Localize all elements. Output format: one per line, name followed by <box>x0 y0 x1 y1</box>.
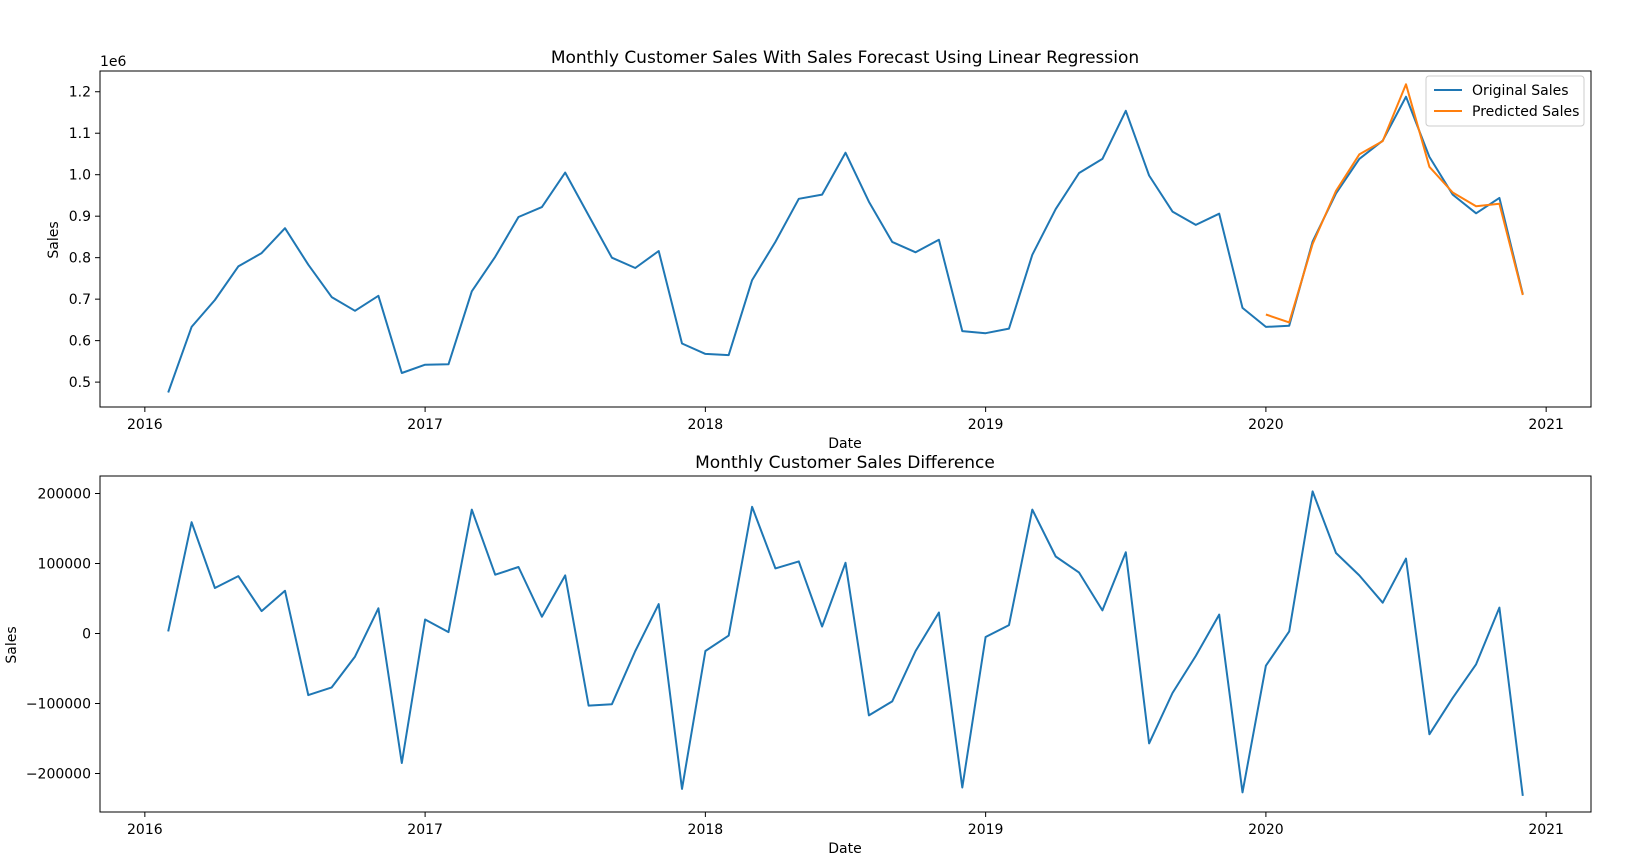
x-tick-label: 2018 <box>688 822 724 838</box>
x-tick-label: 2016 <box>127 822 163 838</box>
y-tick-label: 1.1 <box>69 126 91 142</box>
x-axis-label: Date <box>828 841 861 857</box>
x-tick-label: 2019 <box>968 822 1004 838</box>
legend-box <box>1425 75 1585 127</box>
y-tick-label: −200000 <box>26 767 91 783</box>
plot-frame <box>99 70 1592 408</box>
legend-entry-original: Original Sales <box>1472 83 1569 99</box>
x-tick-label: 2021 <box>1528 417 1564 433</box>
y-tick-label: 0.9 <box>69 209 91 225</box>
y-tick-label: 0.6 <box>69 334 91 350</box>
x-axis-label: Date <box>828 436 861 452</box>
y-offset-label: 1e6 <box>100 54 127 70</box>
y-tick-label: 0.5 <box>69 375 91 391</box>
y-axis-label: Sales <box>4 626 20 663</box>
legend: Original Sales Predicted Sales <box>1425 75 1585 127</box>
x-tick-label: 2017 <box>407 822 443 838</box>
y-tick-label: 1.2 <box>69 85 91 101</box>
chart-title: Monthly Customer Sales With Sales Foreca… <box>551 48 1139 68</box>
y-tick-label: 200000 <box>38 487 91 503</box>
x-tick-label: 2016 <box>127 417 163 433</box>
y-tick-label: 100000 <box>38 557 91 573</box>
x-tick-label: 2020 <box>1248 417 1284 433</box>
sales-difference-line <box>167 490 1524 797</box>
x-tick-label: 2017 <box>407 417 443 433</box>
axis-ticks: 2016 2017 2018 2019 2020 2021 0.5 0.6 0.7 0.8 0.9 1… <box>69 85 1564 433</box>
x-tick-label: 2018 <box>688 417 724 433</box>
y-tick-label: 0.7 <box>69 292 91 308</box>
x-tick-label: 2021 <box>1528 822 1564 838</box>
y-tick-label: −100000 <box>26 697 91 713</box>
chart-sales-forecast: Monthly Customer Sales With Sales Foreca… <box>46 48 1592 452</box>
legend-entry-predicted: Predicted Sales <box>1472 104 1579 120</box>
predicted-sales-line <box>1265 83 1524 324</box>
plot-lines <box>167 83 1524 393</box>
x-tick-label: 2020 <box>1248 822 1284 838</box>
chart-title: Monthly Customer Sales Difference <box>695 453 995 473</box>
chart-sales-difference: Monthly Customer Sales Difference Date S… <box>4 453 1592 857</box>
x-tick-label: 2019 <box>968 417 1004 433</box>
plot-frame <box>99 475 1592 813</box>
axis-ticks: 2016 2017 2018 2019 2020 2021 −200000 −100000 0 1… <box>26 487 1564 839</box>
y-tick-label: 1.0 <box>69 168 91 184</box>
y-tick-label: 0 <box>82 627 91 643</box>
y-tick-label: 0.8 <box>69 251 91 267</box>
y-axis-label: Sales <box>46 221 62 258</box>
plot-lines <box>167 490 1524 797</box>
